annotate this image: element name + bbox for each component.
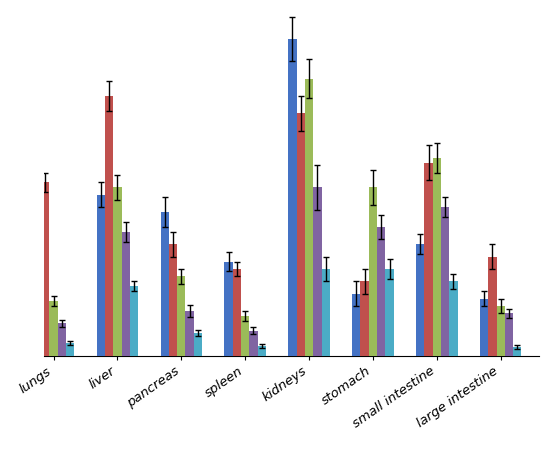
Bar <box>58 323 66 356</box>
Bar <box>249 331 257 356</box>
Bar <box>233 269 241 356</box>
Bar <box>105 96 113 356</box>
Bar <box>505 313 513 356</box>
Bar <box>377 227 386 356</box>
Bar <box>480 299 488 356</box>
Bar <box>433 158 441 356</box>
Bar <box>177 276 185 356</box>
Bar <box>416 244 425 356</box>
Bar <box>41 182 50 356</box>
Bar <box>161 212 169 356</box>
Bar <box>194 333 202 356</box>
Bar <box>97 195 105 356</box>
Bar <box>296 113 305 356</box>
Bar <box>488 256 497 356</box>
Bar <box>425 163 433 356</box>
Bar <box>185 311 194 356</box>
Bar <box>449 282 458 356</box>
Bar <box>288 39 296 356</box>
Bar <box>497 306 505 356</box>
Bar <box>122 232 130 356</box>
Bar <box>50 301 58 356</box>
Bar <box>441 207 449 356</box>
Bar <box>322 269 330 356</box>
Bar <box>313 187 322 356</box>
Bar <box>360 282 369 356</box>
Bar <box>33 269 41 356</box>
Bar <box>224 262 233 356</box>
Bar <box>352 294 360 356</box>
Bar <box>66 343 74 356</box>
Bar <box>241 316 249 356</box>
Bar <box>369 187 377 356</box>
Bar <box>169 244 177 356</box>
Bar <box>513 347 521 356</box>
Bar <box>386 269 394 356</box>
Bar <box>113 187 122 356</box>
Bar <box>257 346 266 356</box>
Bar <box>305 79 313 356</box>
Bar <box>130 286 138 356</box>
